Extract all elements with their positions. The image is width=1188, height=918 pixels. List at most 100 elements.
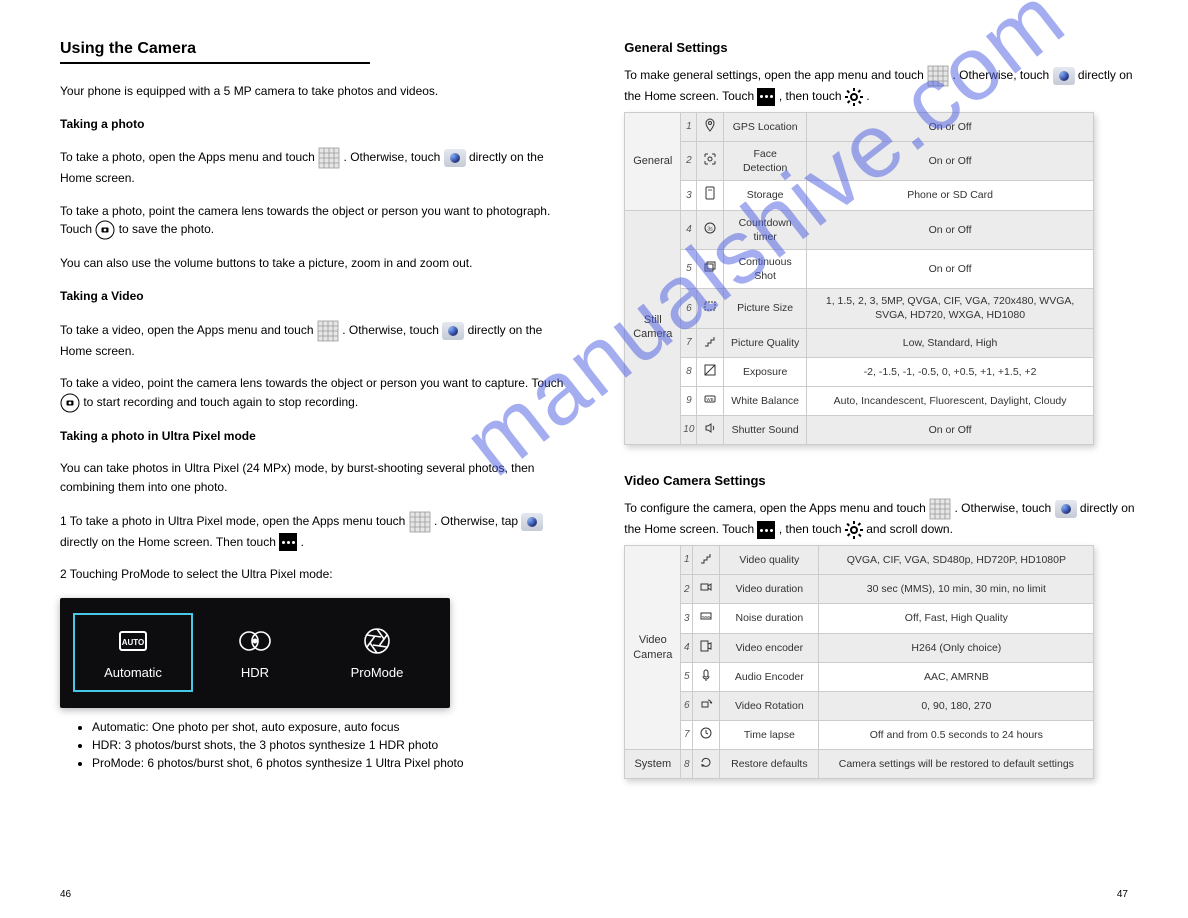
camera-lens-icon bbox=[444, 149, 466, 167]
row-num: 9 bbox=[681, 386, 697, 415]
setting-value: On or Off bbox=[806, 416, 1093, 445]
setting-value: Phone or SD Card bbox=[806, 181, 1093, 210]
table-row: 8 Exposure -2, -1.5, -1, -0.5, 0, +0.5, … bbox=[625, 357, 1094, 386]
table-row: 5 Audio Encoder AAC, AMRNB bbox=[625, 662, 1094, 691]
ultrapixel-p1: You can take photos in Ultra Pixel (24 M… bbox=[60, 459, 564, 496]
text: to save the photo. bbox=[119, 223, 214, 237]
table-row: 3 Noise duration Off, Fast, High Quality bbox=[625, 604, 1094, 633]
shutter-icon bbox=[95, 220, 115, 240]
apps-grid-icon bbox=[318, 147, 340, 169]
mode-hdr[interactable]: HDR bbox=[195, 625, 315, 680]
take-video-p2: To take a video, point the camera lens t… bbox=[60, 374, 564, 413]
svg-text:3s: 3s bbox=[708, 226, 714, 232]
take-photo-p3: You can also use the volume buttons to t… bbox=[60, 254, 564, 273]
row-num: 10 bbox=[681, 416, 697, 445]
svg-text:AUTO: AUTO bbox=[122, 638, 145, 647]
setting-name: Time lapse bbox=[720, 721, 819, 750]
setting-icon bbox=[693, 546, 720, 575]
text: to start recording and touch again to st… bbox=[83, 395, 358, 409]
setting-value: QVGA, CIF, VGA, SD480p, HD720P, HD1080P bbox=[819, 546, 1094, 575]
setting-value: Off, Fast, High Quality bbox=[819, 604, 1094, 633]
setting-name: Video encoder bbox=[720, 633, 819, 662]
video-settings-lead: To configure the camera, open the Apps m… bbox=[624, 498, 1148, 539]
setting-value: 1, 1.5, 2, 3, 5MP, QVGA, CIF, VGA, 720x4… bbox=[806, 289, 1093, 328]
title-underline bbox=[60, 62, 370, 64]
apps-grid-icon bbox=[929, 498, 951, 520]
auto-mode-icon: AUTO bbox=[79, 625, 187, 657]
text: . Otherwise, touch bbox=[955, 501, 1055, 515]
setting-value: On or Off bbox=[806, 142, 1093, 181]
category-cell: Still Camera bbox=[625, 210, 681, 445]
text: To make general settings, open the app m… bbox=[624, 68, 927, 82]
row-num: 3 bbox=[681, 181, 697, 210]
setting-icon bbox=[697, 181, 724, 210]
setting-icon bbox=[697, 249, 724, 288]
camera-lens-icon bbox=[1055, 500, 1077, 518]
row-num: 7 bbox=[681, 721, 693, 750]
text: To take a video, point the camera lens t… bbox=[60, 376, 563, 390]
left-column: Using the Camera Your phone is equipped … bbox=[60, 40, 564, 807]
setting-name: Countdown timer bbox=[724, 210, 806, 249]
take-photo-p2: To take a photo, point the camera lens t… bbox=[60, 202, 564, 241]
setting-icon bbox=[697, 328, 724, 357]
text: To take a photo, open the Apps menu and … bbox=[60, 150, 318, 164]
text: . bbox=[301, 535, 304, 549]
general-settings-heading: General Settings bbox=[624, 40, 1148, 55]
more-dots-icon bbox=[279, 533, 297, 551]
setting-value: Low, Standard, High bbox=[806, 328, 1093, 357]
table-row: 3 Storage Phone or SD Card bbox=[625, 181, 1094, 210]
setting-value: 0, 90, 180, 270 bbox=[819, 691, 1094, 720]
setting-icon bbox=[693, 662, 720, 691]
text: directly on the Home screen. Then touch bbox=[60, 535, 279, 549]
list-item: HDR: 3 photos/burst shots, the 3 photos … bbox=[92, 738, 564, 752]
gear-icon bbox=[845, 88, 863, 106]
setting-icon bbox=[697, 416, 724, 445]
setting-icon bbox=[693, 750, 720, 779]
setting-icon bbox=[697, 142, 724, 181]
mode-pro[interactable]: ProMode bbox=[317, 625, 437, 680]
mode-label: HDR bbox=[195, 665, 315, 680]
table-row: 6 Video Rotation 0, 90, 180, 270 bbox=[625, 691, 1094, 720]
setting-name: Restore defaults bbox=[720, 750, 819, 779]
row-num: 2 bbox=[681, 575, 693, 604]
general-settings-lead: To make general settings, open the app m… bbox=[624, 65, 1148, 106]
table-row: 2 Video duration 30 sec (MMS), 10 min, 3… bbox=[625, 575, 1094, 604]
text: . bbox=[866, 89, 869, 103]
row-num: 6 bbox=[681, 691, 693, 720]
text: 1 To take a photo in Ultra Pixel mode, o… bbox=[60, 514, 409, 528]
take-video-heading: Taking a Video bbox=[60, 287, 564, 306]
table-row: Still Camera 4 3s Countdown timer On or … bbox=[625, 210, 1094, 249]
table-row: System 8 Restore defaults Camera setting… bbox=[625, 750, 1094, 779]
setting-icon bbox=[693, 604, 720, 633]
setting-icon bbox=[697, 112, 724, 141]
mode-automatic[interactable]: AUTO Automatic bbox=[73, 613, 193, 692]
row-num: 7 bbox=[681, 328, 697, 357]
setting-name: Video Rotation bbox=[720, 691, 819, 720]
row-num: 8 bbox=[681, 750, 693, 779]
table-row: 2 Face Detection On or Off bbox=[625, 142, 1094, 181]
apps-grid-icon bbox=[409, 511, 431, 533]
category-cell: Video Camera bbox=[625, 546, 681, 750]
category-cell: General bbox=[625, 112, 681, 210]
take-photo-p1: To take a photo, open the Apps menu and … bbox=[60, 147, 564, 188]
video-settings-heading: Video Camera Settings bbox=[624, 473, 1148, 488]
section-title: Using the Camera bbox=[60, 40, 564, 58]
more-dots-icon bbox=[757, 88, 775, 106]
table-row: 4 Video encoder H264 (Only choice) bbox=[625, 633, 1094, 662]
ultrapixel-p3: 2 Touching ProMode to select the Ultra P… bbox=[60, 565, 564, 584]
mode-label: ProMode bbox=[317, 665, 437, 680]
setting-value: Camera settings will be restored to defa… bbox=[819, 750, 1094, 779]
row-num: 1 bbox=[681, 112, 697, 141]
table-row: 9 WB White Balance Auto, Incandescent, F… bbox=[625, 386, 1094, 415]
pro-mode-icon bbox=[317, 625, 437, 657]
setting-value: Off and from 0.5 seconds to 24 hours bbox=[819, 721, 1094, 750]
setting-name: Continuous Shot bbox=[724, 249, 806, 288]
setting-value: -2, -1.5, -1, -0.5, 0, +0.5, +1, +1.5, +… bbox=[806, 357, 1093, 386]
table-row: 7 Time lapse Off and from 0.5 seconds to… bbox=[625, 721, 1094, 750]
setting-value: 30 sec (MMS), 10 min, 30 min, no limit bbox=[819, 575, 1094, 604]
mode-bullets: Automatic: One photo per shot, auto expo… bbox=[78, 720, 564, 770]
list-item: ProMode: 6 photos/burst shot, 6 photos s… bbox=[92, 756, 564, 770]
video-settings-table: Video Camera 1 Video quality QVGA, CIF, … bbox=[624, 545, 1094, 779]
intro-text: Your phone is equipped with a 5 MP camer… bbox=[60, 82, 564, 101]
text: , then touch bbox=[779, 522, 845, 536]
